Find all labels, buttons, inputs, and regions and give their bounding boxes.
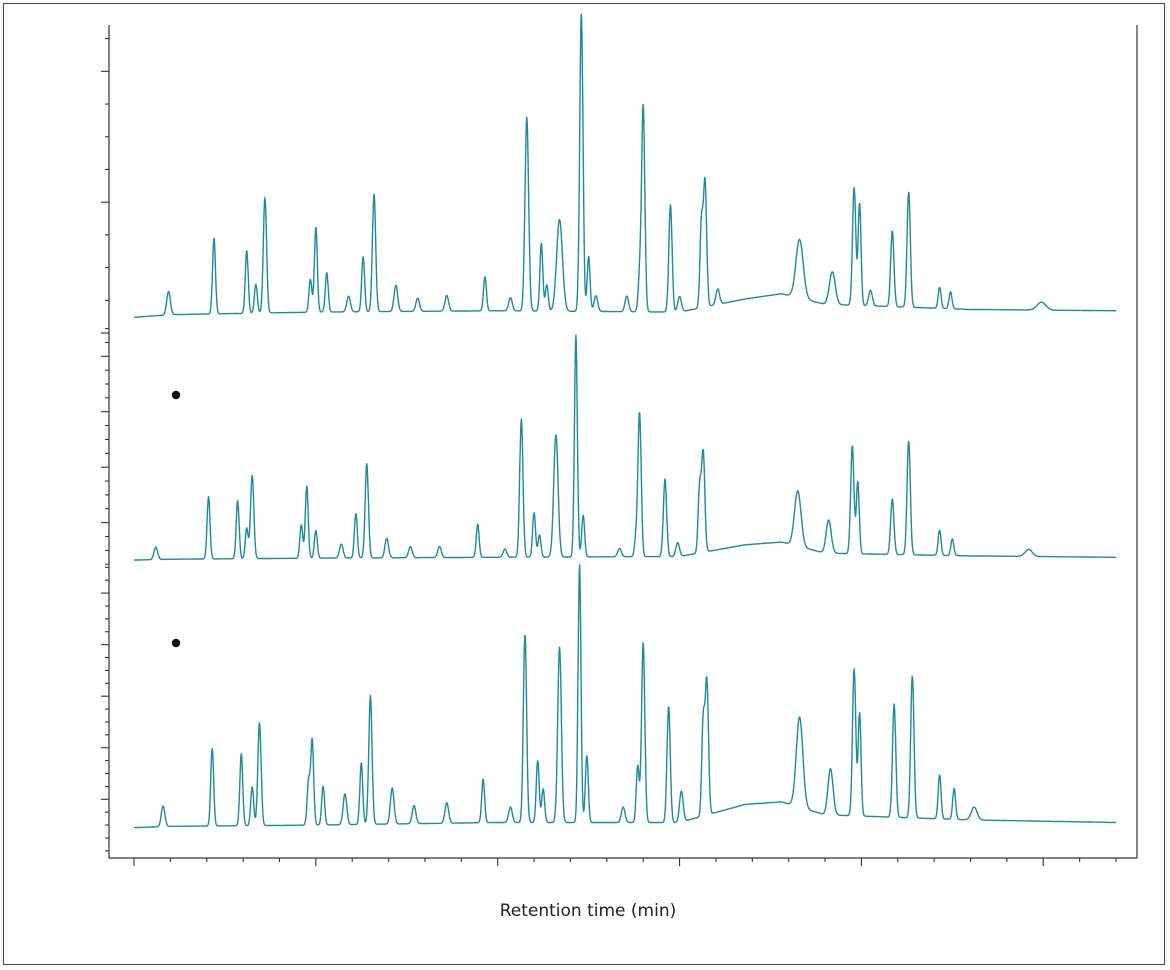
bullet-dot (171, 638, 181, 648)
trace-a (133, 13, 1117, 318)
axes-group (101, 25, 1138, 866)
bullet-dot (171, 390, 181, 400)
labels-group: Retention time (min) (171, 390, 677, 921)
trace-b (133, 334, 1117, 561)
trace-c (133, 564, 1117, 829)
traces-group (133, 13, 1117, 829)
x-axis-title: Retention time (min) (500, 901, 677, 921)
